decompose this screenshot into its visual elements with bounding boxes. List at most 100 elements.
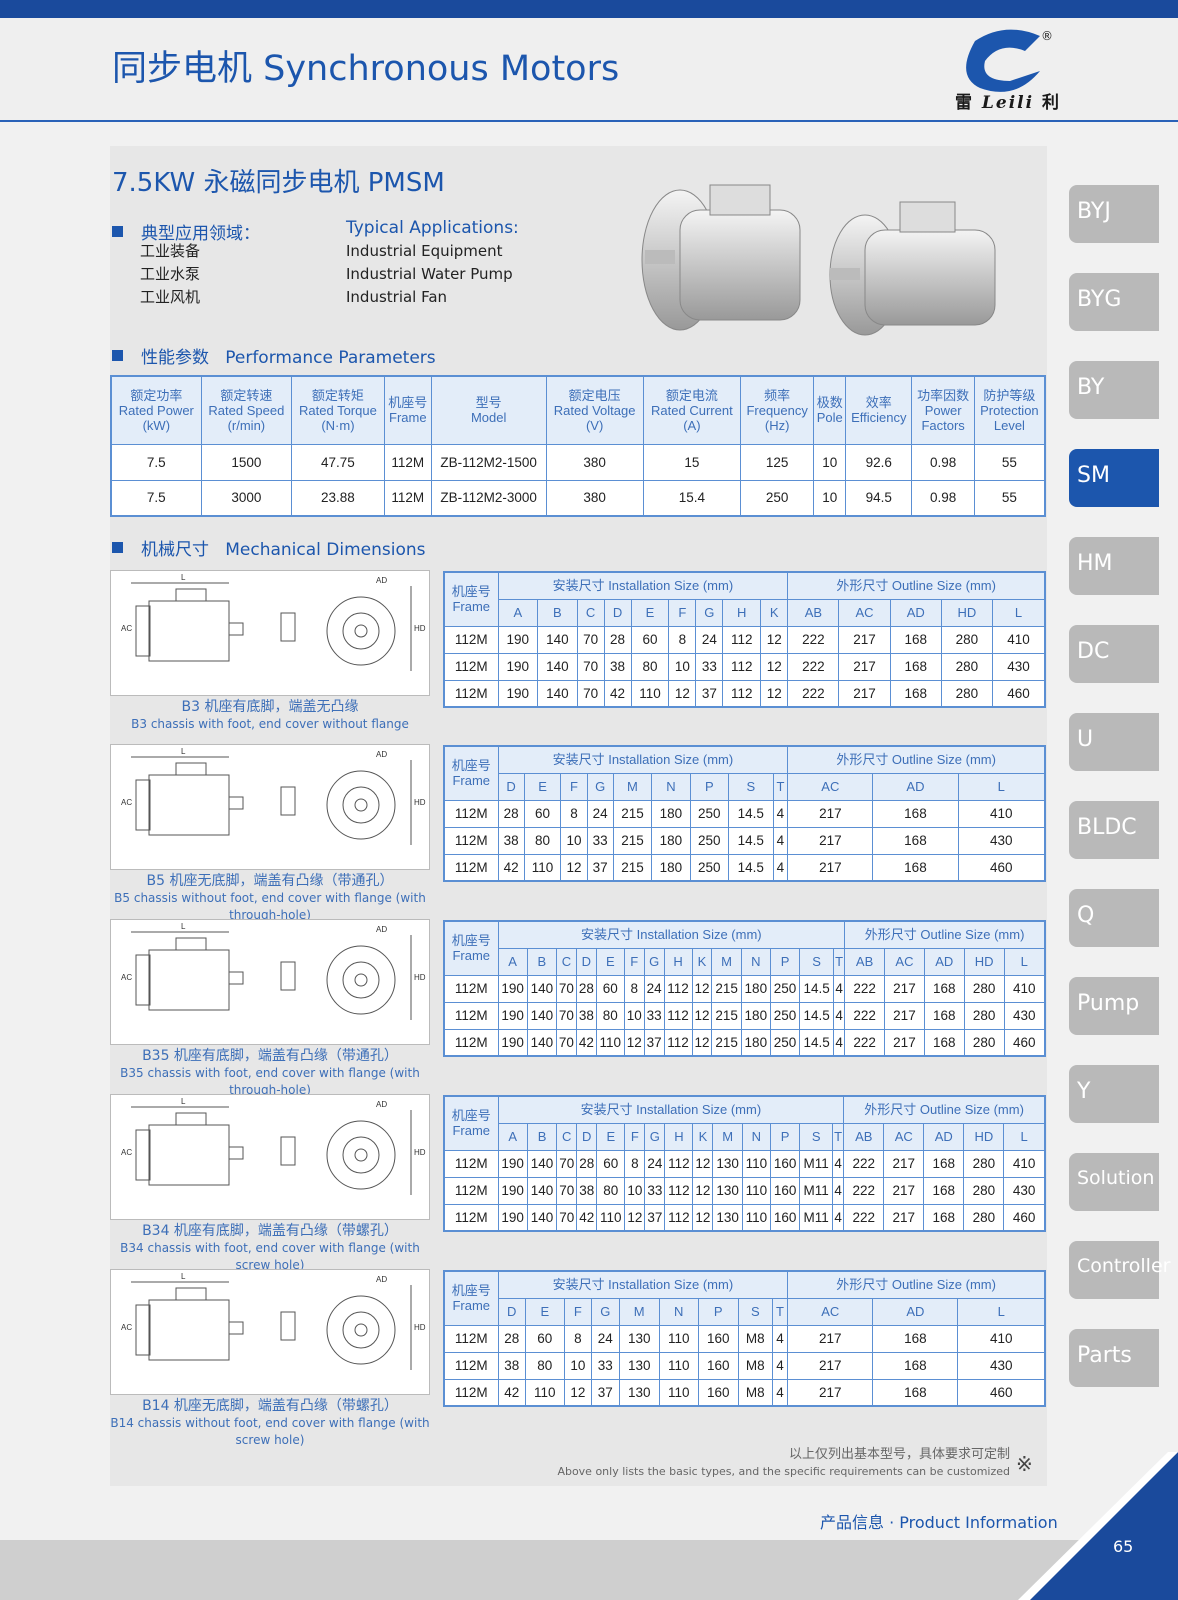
side-tab-dc[interactable]: DC [1069, 625, 1159, 683]
table-cell: 112 [722, 625, 762, 654]
svg-text:L: L [181, 1097, 186, 1106]
note-icon: ※ [1016, 1452, 1033, 1476]
table-cell: 140 [537, 652, 578, 681]
table-cell: 217 [884, 1028, 925, 1057]
table-cell: 430 [1003, 1176, 1046, 1205]
table-cell: 37 [695, 679, 724, 708]
table-cell: 430 [957, 1351, 1046, 1380]
table-cell: 4 [832, 1149, 845, 1178]
table-cell: 180 [651, 799, 691, 828]
side-tab-q[interactable]: Q [1069, 889, 1159, 947]
bottom-bar [0, 1540, 1178, 1600]
table-cell: 37 [643, 1028, 665, 1057]
outline-size-header: 外形尺寸 Outline Size (mm) [787, 745, 1046, 774]
table-cell: 217 [883, 1176, 925, 1205]
side-tab-by[interactable]: BY [1069, 361, 1159, 419]
column-header: E [630, 598, 670, 627]
drawing-caption: B14 机座无底脚，端盖有凸缘（带螺孔） B14 chassis without … [110, 1398, 430, 1447]
table-cell: 217 [787, 1324, 874, 1353]
table-cell: 70 [556, 1176, 578, 1205]
column-header: G [591, 1297, 620, 1326]
side-tab-bldc[interactable]: BLDC [1069, 801, 1159, 859]
column-header: F [668, 598, 697, 627]
table-cell: 215 [612, 853, 653, 882]
table-cell: 70 [576, 625, 605, 654]
svg-text:AC: AC [121, 798, 132, 807]
side-tab-byj[interactable]: BYJ [1069, 185, 1159, 243]
svg-text:L: L [181, 922, 186, 931]
table-cell: 140 [526, 1028, 557, 1057]
table-cell: 110 [658, 1351, 699, 1380]
table-cell: 70 [576, 652, 605, 681]
side-tab-hm[interactable]: HM [1069, 537, 1159, 595]
table-cell: 33 [643, 1001, 665, 1030]
customization-note: 以上仅列出基本型号，具体要求可定制 Above only lists the ba… [557, 1447, 1010, 1478]
table-cell: 12 [760, 625, 789, 654]
table-cell: 12 [691, 1001, 713, 1030]
table-row: 112M 38 80 10 33 130 110 160 M8 4 217 168 430 [443, 1351, 1046, 1380]
table-cell: 70 [555, 1001, 577, 1030]
side-tab-solution[interactable]: Solution [1069, 1153, 1159, 1211]
table-cell: 140 [526, 1149, 558, 1178]
side-tab-pump[interactable]: Pump [1069, 977, 1159, 1035]
table-cell: 222 [787, 679, 840, 708]
table-cell: 168 [872, 1324, 959, 1353]
table-cell: 112M [443, 1176, 499, 1205]
svg-text:HD: HD [414, 1148, 426, 1157]
table-cell: 33 [695, 652, 724, 681]
column-header: AC [787, 772, 874, 801]
table-cell: 460 [992, 679, 1046, 708]
table-cell: 112 [663, 1028, 693, 1057]
table-cell: 10 [813, 443, 847, 481]
table-cell: 112 [664, 1203, 694, 1232]
applications-cn: 工业装备 工业水泵 工业风机 [140, 242, 201, 306]
side-tab-byg[interactable]: BYG [1069, 273, 1159, 331]
side-tabs: BYJ BYG BY SM HM DC U BLDC Q Pump Y Solution Control… [1069, 185, 1170, 1417]
column-header: D [575, 947, 597, 976]
table-cell: 24 [591, 1324, 620, 1353]
table-cell: 460 [957, 1378, 1046, 1407]
table-row: 112M 190 140 70 28 60 8 24 112 12 130 110 160 M11 4 222… [443, 1149, 1046, 1178]
table-cell: 280 [963, 1176, 1005, 1205]
side-tab-controller[interactable]: Controller [1069, 1241, 1170, 1299]
side-tab-y[interactable]: Y [1069, 1065, 1159, 1123]
column-header: AC [884, 947, 925, 976]
table-row: 112M 190 140 70 42 110 12 37 112 12 215 180 250 14.5 4… [443, 1028, 1046, 1057]
table-cell: 4 [833, 1028, 846, 1057]
table-cell: 168 [889, 679, 942, 708]
side-tab-parts[interactable]: Parts [1069, 1329, 1159, 1387]
table-row: 112M 190 140 70 42 110 12 37 112 12 222 217 168 280 46… [443, 679, 1046, 708]
table-cell: 33 [644, 1176, 666, 1205]
column-header: F [560, 772, 588, 801]
table-cell: 160 [769, 1203, 801, 1232]
motor-product-image [641, 184, 996, 336]
side-tab-u[interactable]: U [1069, 713, 1159, 771]
side-tab-sm[interactable]: SM [1069, 449, 1159, 507]
column-header: N [741, 1122, 771, 1151]
table-cell: 110 [523, 853, 562, 882]
table-cell: 190 [497, 974, 528, 1003]
table-cell: 33 [586, 826, 614, 855]
table-cell: 92.6 [845, 443, 913, 481]
column-header: S [799, 1122, 834, 1151]
table-cell: 110 [524, 1378, 565, 1407]
table-cell: 112M [443, 1028, 499, 1057]
table-cell: 125 [739, 443, 815, 481]
column-header: S [799, 947, 835, 976]
column-header: AD [923, 947, 965, 976]
table-cell: 217 [838, 679, 891, 708]
table-cell: 168 [872, 826, 959, 855]
table-cell: 130 [618, 1351, 660, 1380]
column-header: E [596, 1122, 626, 1151]
column-header: F [563, 1297, 593, 1326]
table-cell: 168 [923, 1176, 965, 1205]
table-cell: 168 [889, 625, 942, 654]
column-header: M [712, 1122, 743, 1151]
table-cell: 70 [556, 1149, 578, 1178]
table-cell: 112M [443, 652, 499, 681]
table-row: 7.5 3000 23.88 112M ZB-112M2-3000 380 15.4 250 1… [110, 479, 1046, 517]
table-cell: 112 [664, 1149, 694, 1178]
column-header: AD [872, 772, 959, 801]
column-header: H [722, 598, 762, 627]
table-cell: 168 [872, 1351, 959, 1380]
